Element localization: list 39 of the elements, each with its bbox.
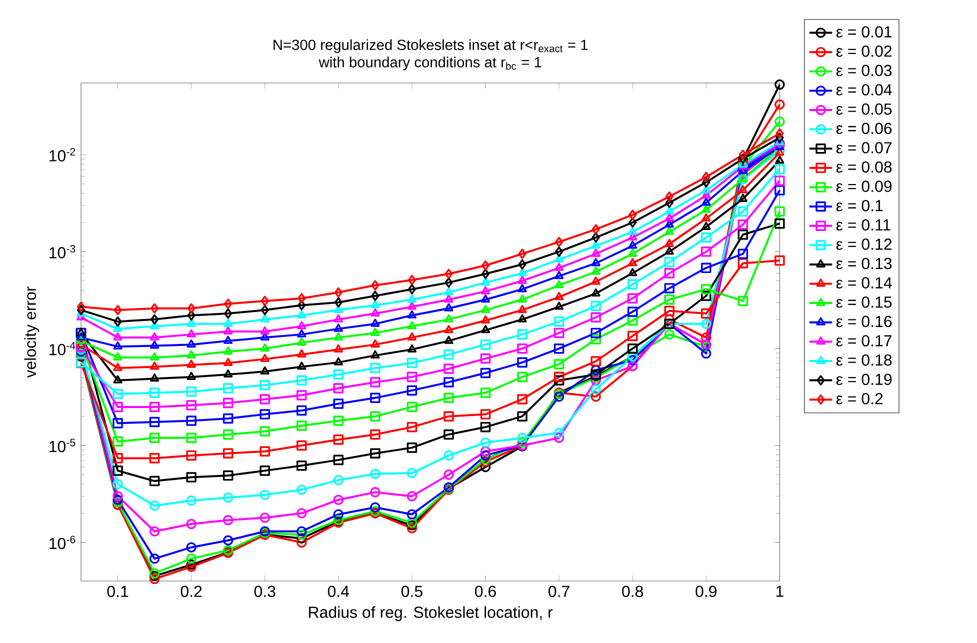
legend-label: ε = 0.18 [836,354,892,366]
x-tick-label: 0.6 [475,586,496,598]
x-tick-label: 0.7 [548,586,570,598]
y-tick-label: 10$^{-5}$ [50,438,76,452]
legend-label: ε = 0.17 [836,335,892,346]
legend-label: ε = 0.2 [836,393,883,404]
y-axis-title: velocity error [24,286,40,378]
legend-label: ε = 0.16 [836,316,892,328]
legend-label: ε = 0.03 [836,64,892,76]
y-tick-label: 10$^{-6}$ [50,536,76,550]
legend-label: ε = 0.08 [836,161,892,173]
y-tick-label: 10$^{-3}$ [50,244,76,258]
x-tick-label: 1 [776,586,784,597]
legend-label: ε = 0.13 [836,258,892,270]
x-tick-label: 0.9 [696,586,716,598]
x-tick-label: 0.2 [180,586,202,598]
x-tick-label: 0.1 [107,586,128,598]
legend-label: ε = 0.1 [836,200,883,212]
legend-label: ε = 0.04 [836,84,892,96]
y-tick-label: 10$^{-2}$ [50,148,76,162]
legend-label: ε = 0.19 [836,374,892,386]
legend-label: ε = 0.06 [836,122,892,134]
legend-label: ε = 0.02 [836,46,892,57]
y-tick-label: 10$^{-4}$ [50,342,76,356]
legend-label: ε = 0.07 [836,142,892,154]
legend-label: ε = 0.05 [836,103,892,115]
legend-label: ε = 0.15 [836,296,892,308]
legend-label: ε = 0.01 [836,26,892,38]
x-tick-label: 0.4 [328,586,350,598]
chart-title: N=300 regularized Stokeslets inset at r<r$_{exact}$ = 1 [274,39,588,53]
legend-label: ε = 0.12 [836,238,892,250]
chart-subtitle: with boundary conditions at r$_{bc}$ = 1 [318,56,542,70]
x-tick-label: 0.8 [622,586,644,598]
legend-label: ε = 0.14 [836,277,892,288]
x-tick-label: 0.3 [254,586,276,598]
x-tick-label: 0.5 [401,586,422,598]
x-axis-title: Radius of reg. Stokeslet location, r [309,606,553,622]
legend-label: ε = 0.11 [836,219,890,231]
legend-label: ε = 0.09 [836,180,892,192]
